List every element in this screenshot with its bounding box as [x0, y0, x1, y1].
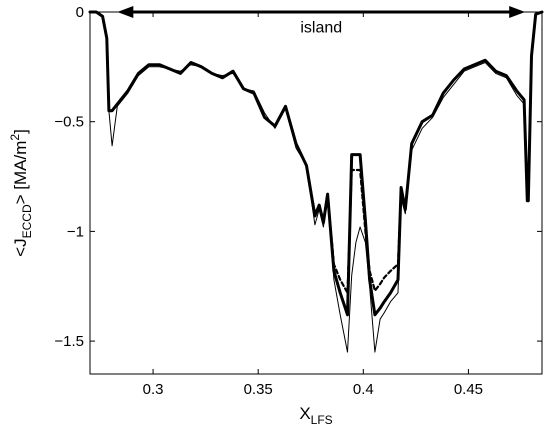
- y-axis-label-post: ]: [11, 129, 30, 134]
- x-axis-label: XLFS: [299, 404, 332, 427]
- y-axis-label-sub: ECCD: [20, 204, 34, 238]
- series-line-2-dashed: [88, 10, 544, 294]
- x-axis-label-sub: LFS: [311, 413, 333, 427]
- island-arrow-head-left: [117, 6, 134, 18]
- y-axis-label-pre: <J: [11, 238, 30, 256]
- y-axis-label: <JECCD> [MA/m2]: [8, 129, 34, 257]
- x-tick-label: 0.35: [244, 381, 273, 398]
- x-tick-label: 0.45: [454, 381, 483, 398]
- y-ticks: 0 −0.5 −1 −1.5: [54, 4, 542, 350]
- y-tick-label: −1: [67, 223, 84, 240]
- x-axis-label-main: X: [299, 404, 310, 423]
- x-tick-label: 0.4: [353, 381, 374, 398]
- annotation: island: [117, 6, 526, 36]
- y-axis-label-mid: > [MA/m: [11, 141, 30, 205]
- y-tick-label: −1.5: [54, 333, 84, 350]
- series-line-1-thin: [89, 11, 543, 353]
- x-ticks: 0.3 0.35 0.4 0.45: [143, 12, 483, 398]
- series-line-3-thick: [88, 10, 544, 317]
- y-axis-label-sup: 2: [8, 134, 22, 141]
- island-arrow-head-right: [509, 6, 526, 18]
- y-tick-label: 0: [76, 4, 84, 21]
- x-tick-label: 0.3: [143, 381, 164, 398]
- island-annotation-label: island: [300, 19, 342, 36]
- plot-series: [88, 10, 544, 353]
- y-tick-label: −0.5: [54, 114, 84, 131]
